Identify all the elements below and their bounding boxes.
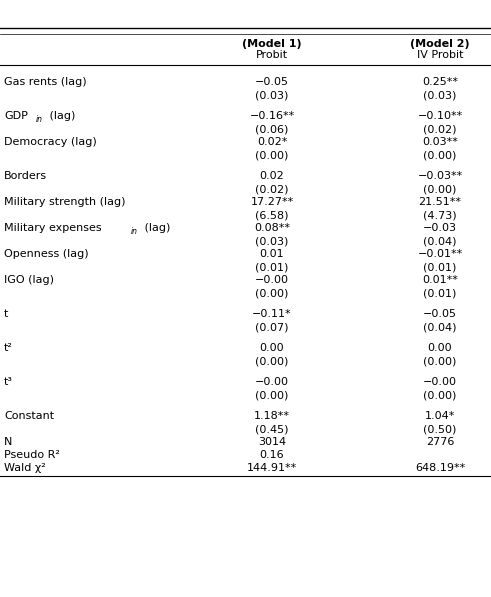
Text: 2776: 2776	[426, 437, 454, 447]
Text: Constant: Constant	[4, 411, 54, 421]
Text: 17.27**: 17.27**	[250, 197, 294, 207]
Text: 0.16: 0.16	[260, 450, 284, 460]
Text: Military strength (lag): Military strength (lag)	[4, 197, 126, 207]
Text: Pseudo R²: Pseudo R²	[4, 450, 60, 460]
Text: t³: t³	[4, 377, 13, 387]
Text: (0.06): (0.06)	[255, 124, 289, 134]
Text: (0.04): (0.04)	[423, 322, 457, 332]
Text: −0.03**: −0.03**	[417, 171, 463, 181]
Text: 1.04*: 1.04*	[425, 411, 455, 421]
Text: −0.10**: −0.10**	[417, 111, 463, 121]
Text: (0.00): (0.00)	[255, 356, 289, 366]
Text: 1.18**: 1.18**	[254, 411, 290, 421]
Text: 0.25**: 0.25**	[422, 77, 458, 87]
Text: −0.00: −0.00	[255, 275, 289, 285]
Text: Openness (lag): Openness (lag)	[4, 249, 88, 259]
Text: (4.73): (4.73)	[423, 210, 457, 220]
Text: Wald χ²: Wald χ²	[4, 463, 46, 473]
Text: (0.50): (0.50)	[423, 424, 457, 434]
Text: −0.16**: −0.16**	[249, 111, 295, 121]
Text: (0.01): (0.01)	[423, 262, 457, 272]
Text: 648.19**: 648.19**	[415, 463, 465, 473]
Text: (0.04): (0.04)	[423, 236, 457, 246]
Text: (0.07): (0.07)	[255, 322, 289, 332]
Text: −0.11*: −0.11*	[252, 309, 292, 319]
Text: −0.01**: −0.01**	[417, 249, 463, 259]
Text: Democracy (lag): Democracy (lag)	[4, 137, 97, 147]
Text: in: in	[36, 115, 43, 124]
Text: (0.03): (0.03)	[423, 90, 457, 100]
Text: (6.58): (6.58)	[255, 210, 289, 220]
Text: (lag): (lag)	[46, 111, 75, 121]
Text: (0.02): (0.02)	[255, 184, 289, 194]
Text: (Model 2): (Model 2)	[410, 39, 470, 49]
Text: 21.51**: 21.51**	[418, 197, 462, 207]
Text: (0.01): (0.01)	[423, 288, 457, 298]
Text: t: t	[4, 309, 8, 319]
Text: (Model 1): (Model 1)	[242, 39, 302, 49]
Text: Gas rents (lag): Gas rents (lag)	[4, 77, 86, 87]
Text: −0.00: −0.00	[255, 377, 289, 387]
Text: (0.02): (0.02)	[423, 124, 457, 134]
Text: (lag): (lag)	[141, 223, 170, 233]
Text: in: in	[131, 226, 138, 235]
Text: 0.00: 0.00	[428, 343, 452, 353]
Text: GDP: GDP	[4, 111, 28, 121]
Text: Military expenses: Military expenses	[4, 223, 102, 233]
Text: N: N	[4, 437, 12, 447]
Text: (0.00): (0.00)	[255, 288, 289, 298]
Text: 0.01**: 0.01**	[422, 275, 458, 285]
Text: 3014: 3014	[258, 437, 286, 447]
Text: IGO (lag): IGO (lag)	[4, 275, 54, 285]
Text: (0.00): (0.00)	[423, 184, 457, 194]
Text: IV Probit: IV Probit	[417, 50, 463, 60]
Text: 0.02: 0.02	[260, 171, 284, 181]
Text: 0.01: 0.01	[260, 249, 284, 259]
Text: (0.00): (0.00)	[255, 390, 289, 400]
Text: 0.03**: 0.03**	[422, 137, 458, 147]
Text: (0.00): (0.00)	[423, 356, 457, 366]
Text: −0.00: −0.00	[423, 377, 457, 387]
Text: Borders: Borders	[4, 171, 47, 181]
Text: (0.01): (0.01)	[255, 262, 289, 272]
Text: −0.05: −0.05	[255, 77, 289, 87]
Text: 0.08**: 0.08**	[254, 223, 290, 233]
Text: (0.00): (0.00)	[423, 390, 457, 400]
Text: (0.03): (0.03)	[255, 236, 289, 246]
Text: t²: t²	[4, 343, 13, 353]
Text: Probit: Probit	[256, 50, 288, 60]
Text: 0.02*: 0.02*	[257, 137, 287, 147]
Text: 0.00: 0.00	[260, 343, 284, 353]
Text: (0.45): (0.45)	[255, 424, 289, 434]
Text: 144.91**: 144.91**	[247, 463, 297, 473]
Text: (0.03): (0.03)	[255, 90, 289, 100]
Text: (0.00): (0.00)	[423, 150, 457, 160]
Text: −0.03: −0.03	[423, 223, 457, 233]
Text: −0.05: −0.05	[423, 309, 457, 319]
Text: (0.00): (0.00)	[255, 150, 289, 160]
